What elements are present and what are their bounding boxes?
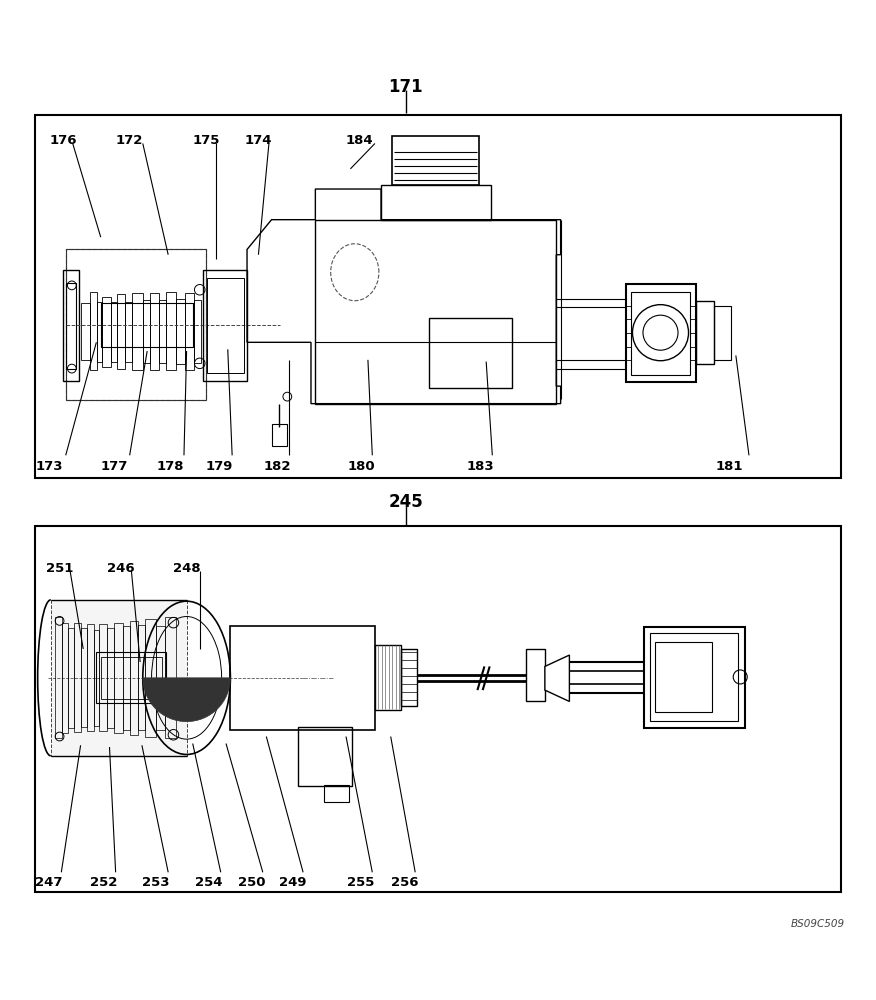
Polygon shape — [545, 655, 569, 701]
Text: 181: 181 — [716, 460, 744, 473]
Text: 180: 180 — [347, 460, 375, 473]
Bar — [114, 623, 123, 733]
Bar — [526, 649, 545, 701]
Text: 183: 183 — [466, 460, 494, 473]
Bar — [159, 300, 166, 363]
Bar — [123, 626, 130, 730]
Bar — [429, 318, 512, 388]
Text: 245: 245 — [388, 493, 423, 511]
Bar — [96, 652, 166, 703]
Bar — [644, 627, 745, 728]
Bar — [62, 623, 68, 733]
Text: 251: 251 — [46, 562, 74, 575]
Bar — [150, 293, 159, 370]
Polygon shape — [247, 189, 561, 404]
Bar — [101, 303, 193, 347]
Bar — [165, 617, 176, 738]
Bar — [125, 302, 132, 362]
Bar — [90, 292, 97, 370]
Bar — [207, 278, 244, 373]
Bar — [203, 270, 247, 381]
Bar — [194, 300, 201, 363]
Bar — [714, 306, 731, 360]
Bar — [166, 292, 176, 370]
Bar — [55, 617, 62, 738]
Bar — [401, 649, 417, 706]
Bar — [130, 621, 138, 735]
Text: 249: 249 — [279, 876, 307, 889]
Text: 173: 173 — [35, 460, 63, 473]
Bar — [375, 645, 401, 710]
Text: 246: 246 — [107, 562, 135, 575]
Text: 174: 174 — [244, 134, 272, 147]
Bar — [381, 185, 491, 220]
Bar — [324, 785, 349, 802]
Bar — [66, 249, 206, 400]
Bar — [35, 115, 841, 478]
Text: 182: 182 — [263, 460, 291, 473]
Bar — [185, 293, 194, 370]
Bar — [99, 624, 107, 731]
Text: 250: 250 — [237, 876, 265, 889]
Bar — [655, 642, 712, 712]
Bar — [138, 625, 145, 730]
Bar — [66, 249, 206, 400]
Bar — [63, 270, 79, 381]
Bar — [51, 600, 187, 756]
Bar — [143, 300, 150, 363]
Bar — [156, 626, 165, 730]
Bar — [272, 424, 287, 446]
Bar — [81, 628, 87, 727]
Bar — [81, 303, 90, 360]
Text: 176: 176 — [49, 134, 77, 147]
Bar — [315, 220, 556, 404]
Bar — [101, 303, 193, 347]
Text: 256: 256 — [391, 876, 419, 889]
Bar — [66, 283, 76, 369]
Bar — [68, 628, 74, 728]
Bar — [102, 297, 111, 367]
Text: 175: 175 — [192, 134, 220, 147]
Bar — [94, 630, 99, 726]
Bar — [176, 299, 185, 364]
Bar — [626, 284, 696, 382]
Text: 254: 254 — [194, 876, 223, 889]
Bar — [132, 293, 143, 370]
Text: 171: 171 — [388, 78, 423, 96]
Text: 178: 178 — [156, 460, 184, 473]
Text: 177: 177 — [100, 460, 128, 473]
Bar — [87, 624, 94, 731]
Bar — [392, 136, 479, 185]
Text: 247: 247 — [35, 876, 63, 889]
Bar — [107, 628, 114, 728]
Bar — [650, 633, 738, 721]
Text: 172: 172 — [116, 134, 144, 147]
Text: 253: 253 — [142, 876, 170, 889]
Bar — [696, 301, 714, 364]
Bar — [74, 623, 81, 732]
Bar — [97, 302, 102, 362]
Bar — [111, 302, 117, 362]
Text: 255: 255 — [347, 876, 375, 889]
Bar — [145, 619, 156, 737]
Text: 179: 179 — [205, 460, 233, 473]
Text: 252: 252 — [89, 876, 117, 889]
Text: 248: 248 — [173, 562, 201, 575]
Bar — [35, 526, 841, 892]
Bar — [230, 626, 375, 730]
Bar — [298, 727, 352, 786]
Bar — [117, 294, 125, 369]
Wedge shape — [143, 678, 230, 722]
Text: 184: 184 — [345, 134, 373, 147]
Text: BS09C509: BS09C509 — [791, 919, 845, 929]
Bar — [631, 292, 690, 375]
Bar — [101, 657, 162, 699]
